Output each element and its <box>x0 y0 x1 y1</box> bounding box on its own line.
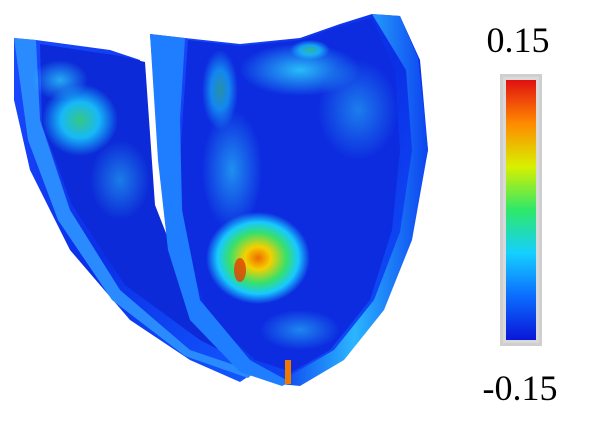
left-wall-rim <box>14 38 255 378</box>
colorbar-max-label: 0.15 <box>486 20 550 60</box>
septum-rim <box>150 34 290 386</box>
colorbar-min-label: -0.15 <box>482 368 558 408</box>
right-wall-rim <box>280 14 428 386</box>
colorbar-gradient <box>506 80 536 340</box>
colorbar <box>500 74 542 346</box>
